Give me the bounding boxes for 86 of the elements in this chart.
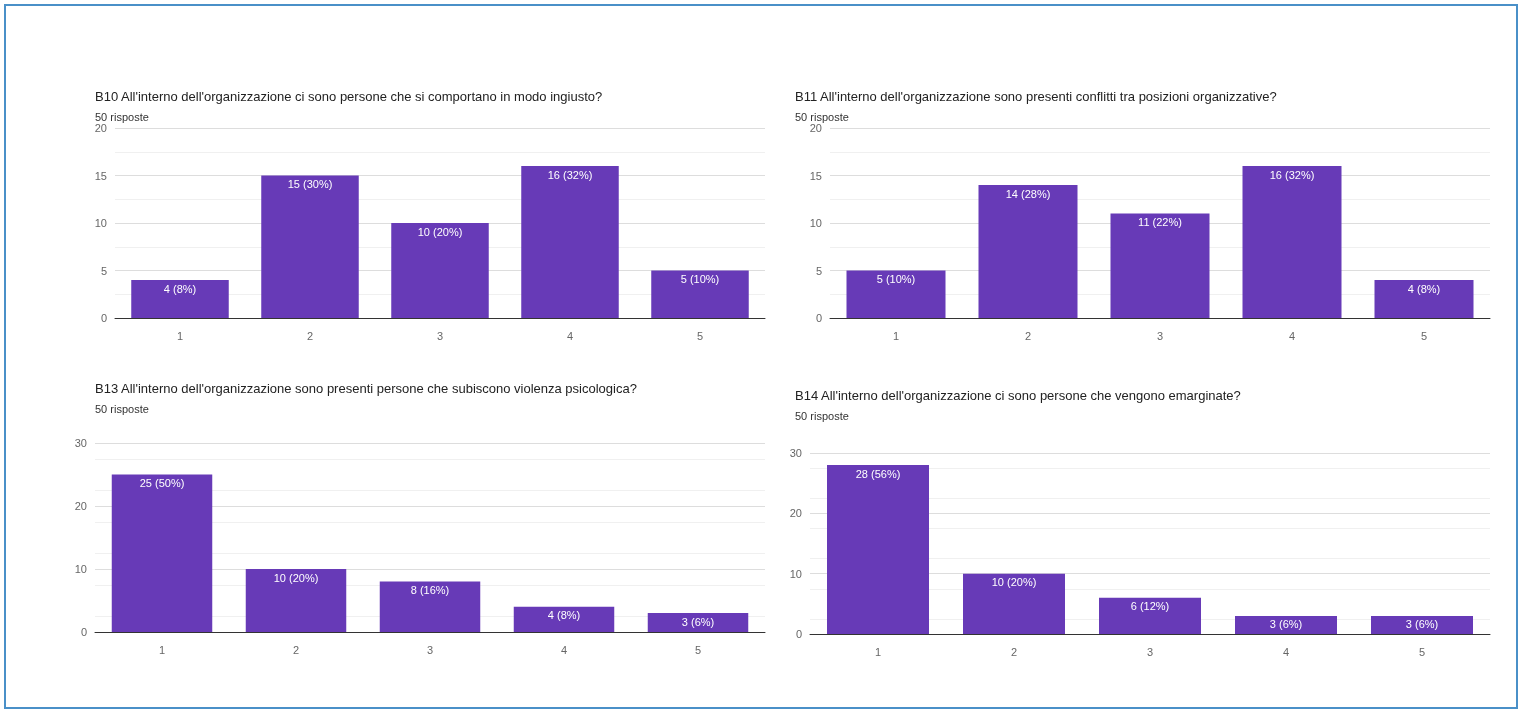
bar (647, 613, 749, 632)
chart-title: B11 All'interno dell'organizzazione sono presenti conflitti tra posizioni organizzative? (795, 89, 1277, 104)
bar (513, 606, 615, 632)
y-tick-label: 20 (74, 500, 87, 512)
chart-subtitle: 50 risposte (95, 402, 149, 415)
data-label: 11 (22%) (1138, 216, 1182, 228)
x-tick-label: 1 (176, 329, 184, 342)
data-label: 15 (30%) (287, 178, 333, 190)
bar (1235, 615, 1337, 634)
data-label: 4 (8%) (547, 609, 581, 622)
data-label: 6 (12%) (1130, 600, 1170, 613)
y-tick-label: 0 (795, 628, 802, 640)
bar (245, 569, 347, 632)
bar (978, 185, 1078, 318)
x-tick-label: 4 (560, 643, 568, 656)
data-label: 25 (50%) (139, 477, 185, 489)
bar (651, 270, 749, 318)
data-label: 14 (28%) (1005, 187, 1051, 200)
x-tick-label: 1 (158, 643, 166, 656)
bar (111, 474, 213, 632)
y-tick-label: 0 (80, 626, 87, 638)
data-label: 16 (32%) (1269, 168, 1315, 181)
data-label: 10 (20%) (273, 571, 319, 584)
y-tick-label: 10 (94, 217, 107, 229)
x-tick-label: 3 (1156, 329, 1164, 342)
y-tick-label: 15 (809, 169, 822, 182)
chart-title: B10 All'interno dell'organizzazione ci sono persone che si comportano in modo ingiusto? (95, 89, 603, 104)
data-label: 10 (20%) (991, 576, 1037, 589)
y-tick-label: 30 (74, 437, 87, 449)
y-tick-label: 20 (94, 122, 107, 134)
bar (1110, 213, 1210, 318)
y-tick-label: 20 (789, 507, 802, 520)
y-tick-label: 20 (809, 122, 822, 134)
bar (379, 581, 481, 632)
x-tick-label: 4 (1282, 645, 1290, 658)
x-tick-label: 2 (306, 329, 314, 342)
bar (1374, 280, 1474, 318)
x-tick-label: 5 (1420, 329, 1428, 342)
y-tick-label: 10 (74, 563, 87, 575)
x-tick-label: 1 (892, 329, 900, 342)
x-tick-label: 5 (696, 329, 704, 342)
data-label: 8 (16%) (410, 584, 450, 597)
x-tick-label: 2 (292, 643, 300, 656)
x-tick-label: 4 (566, 329, 574, 342)
bar (1099, 597, 1201, 634)
chart-subtitle: 50 risposte (795, 110, 849, 123)
x-tick-label: 5 (1418, 645, 1426, 658)
y-tick-label: 15 (94, 169, 107, 182)
data-label: 3 (6%) (1405, 618, 1439, 631)
x-tick-label: 5 (694, 643, 702, 656)
data-label: 4 (8%) (163, 282, 197, 295)
x-tick-label: 3 (436, 329, 444, 342)
bar (1242, 166, 1342, 318)
x-tick-label: 1 (874, 645, 882, 658)
bar (827, 465, 929, 634)
chart-title: B14 All'interno dell'organizzazione ci sono persone che vengono emarginate? (795, 388, 1241, 403)
y-tick-label: 5 (815, 264, 822, 277)
y-tick-label: 10 (809, 217, 822, 229)
data-label: 3 (6%) (1269, 618, 1303, 631)
data-label: 16 (32%) (547, 168, 593, 181)
data-label: 5 (10%) (876, 273, 916, 285)
y-tick-label: 5 (100, 264, 107, 277)
bar (963, 573, 1065, 634)
y-tick-label: 0 (100, 312, 107, 324)
y-tick-label: 0 (815, 312, 822, 324)
chart-subtitle: 50 risposte (795, 409, 849, 422)
data-label: 4 (8%) (1407, 282, 1441, 295)
bar (846, 270, 946, 318)
y-tick-label: 10 (789, 567, 802, 580)
bar (391, 223, 489, 318)
data-label: 5 (10%) (680, 273, 720, 285)
y-tick-label: 30 (789, 447, 802, 459)
bar (261, 175, 359, 318)
x-tick-label: 3 (1146, 645, 1154, 658)
bar (521, 166, 619, 318)
x-tick-label: 2 (1010, 645, 1018, 658)
bar (1371, 615, 1473, 634)
data-label: 3 (6%) (681, 615, 715, 628)
x-tick-label: 3 (426, 643, 434, 656)
data-label: 28 (56%) (855, 467, 901, 480)
data-label: 10 (20%) (417, 225, 463, 238)
bar (131, 280, 229, 318)
x-tick-label: 4 (1288, 329, 1296, 342)
chart-subtitle: 50 risposte (95, 110, 149, 123)
chart-title: B13 All'interno dell'organizzazione sono presenti persone che subiscono violenza psicologica? (95, 381, 637, 396)
x-tick-label: 2 (1024, 329, 1032, 342)
